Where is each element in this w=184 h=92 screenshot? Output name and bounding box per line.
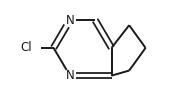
Text: N: N	[66, 69, 74, 82]
Text: N: N	[66, 14, 74, 27]
Text: Cl: Cl	[20, 41, 32, 54]
